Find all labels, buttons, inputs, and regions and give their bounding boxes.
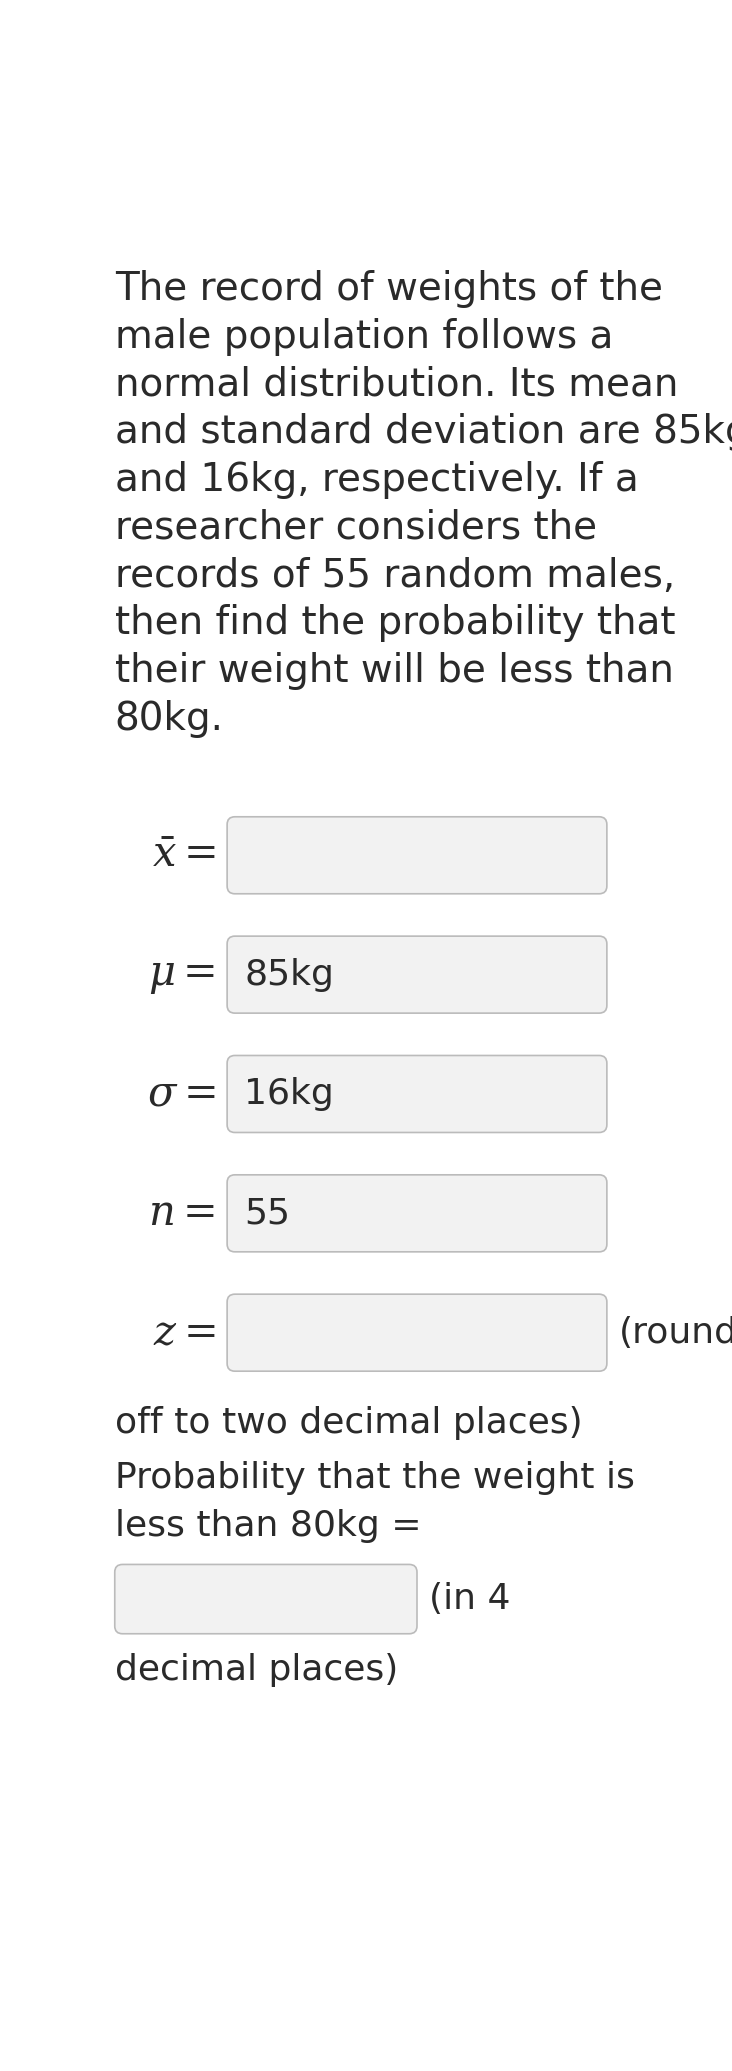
Text: $\sigma =$: $\sigma =$ <box>147 1073 215 1114</box>
Text: The record of weights of the: The record of weights of the <box>115 269 662 309</box>
Text: less than 80kg =: less than 80kg = <box>115 1510 422 1543</box>
Text: records of 55 random males,: records of 55 random males, <box>115 557 675 594</box>
Text: decimal places): decimal places) <box>115 1653 398 1688</box>
Text: $n =$: $n =$ <box>149 1193 215 1234</box>
Text: (in 4: (in 4 <box>430 1582 511 1615</box>
Text: 55: 55 <box>244 1197 290 1230</box>
Text: then find the probability that: then find the probability that <box>115 605 675 642</box>
FancyBboxPatch shape <box>227 1174 607 1251</box>
Text: Probability that the weight is: Probability that the weight is <box>115 1462 635 1495</box>
Text: male population follows a: male population follows a <box>115 317 613 356</box>
Text: $\mu =$: $\mu =$ <box>148 953 215 996</box>
Text: their weight will be less than: their weight will be less than <box>115 652 673 690</box>
Text: 16kg: 16kg <box>244 1077 334 1110</box>
Text: and 16kg, respectively. If a: and 16kg, respectively. If a <box>115 462 638 499</box>
Text: $\bar{x} =$: $\bar{x} =$ <box>152 835 215 876</box>
Text: researcher considers the: researcher considers the <box>115 509 597 547</box>
Text: off to two decimal places): off to two decimal places) <box>115 1406 583 1439</box>
FancyBboxPatch shape <box>115 1564 417 1634</box>
FancyBboxPatch shape <box>227 816 607 895</box>
Text: and standard deviation are 85kg: and standard deviation are 85kg <box>115 414 732 451</box>
Text: (round-: (round- <box>619 1315 732 1350</box>
Text: 80kg.: 80kg. <box>115 700 224 737</box>
Text: normal distribution. Its mean: normal distribution. Its mean <box>115 367 678 404</box>
FancyBboxPatch shape <box>227 1294 607 1371</box>
Text: 85kg: 85kg <box>244 957 334 992</box>
Text: $z =$: $z =$ <box>153 1311 215 1354</box>
FancyBboxPatch shape <box>227 936 607 1013</box>
FancyBboxPatch shape <box>227 1056 607 1133</box>
